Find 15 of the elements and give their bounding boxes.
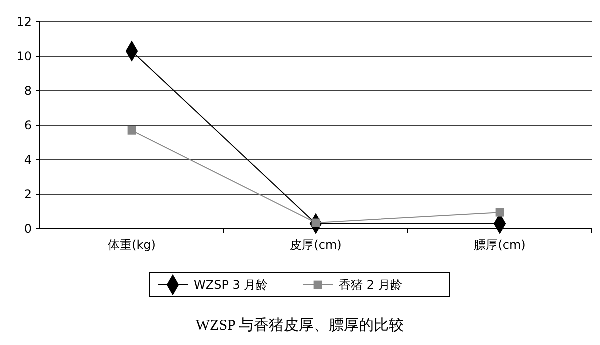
- legend-label: 香猪 2 月龄: [339, 278, 402, 292]
- y-tick-label: 4: [24, 153, 32, 168]
- y-tick-label: 8: [24, 84, 32, 98]
- x-tick-label: 膘厚(cm): [474, 238, 526, 252]
- y-tick-label: 12: [16, 15, 32, 30]
- y-tick-label: 10: [16, 50, 32, 64]
- point: [496, 208, 504, 217]
- y-tick-label: 6: [24, 118, 32, 133]
- legend-label: WZSP 3 月龄: [194, 278, 268, 292]
- point: [128, 126, 136, 135]
- y-tick-label: 0: [24, 222, 32, 236]
- x-tick-label: 体重(kg): [108, 238, 156, 252]
- x-tick-label: 皮厚(cm): [290, 238, 342, 252]
- y-tick-label: 2: [24, 188, 32, 202]
- text: WZSP 与香猪皮厚、膘厚的比较: [196, 317, 404, 334]
